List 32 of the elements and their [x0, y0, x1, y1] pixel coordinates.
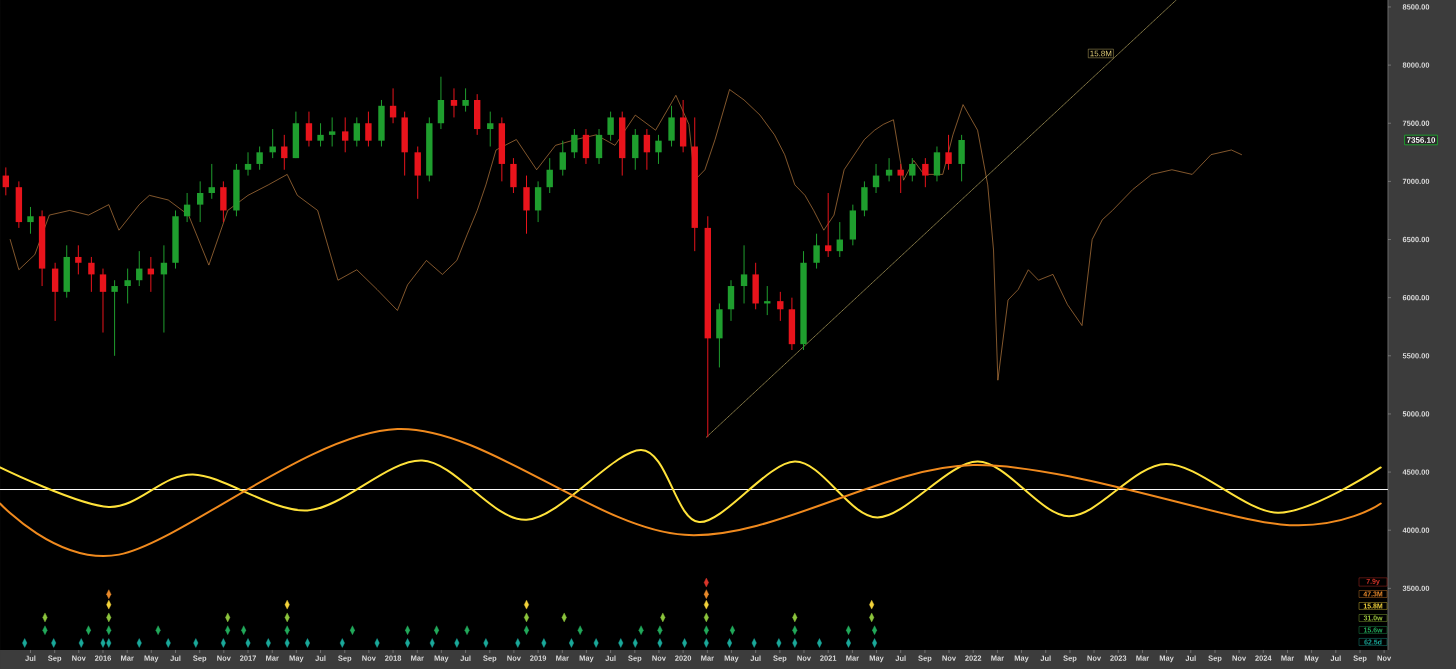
- candlestick: [220, 180, 227, 223]
- candlestick: [510, 157, 517, 194]
- candlestick: [813, 233, 820, 270]
- candlestick: [317, 122, 324, 147]
- candlestick: [607, 111, 614, 142]
- candlestick: [27, 206, 34, 235]
- candlestick: [752, 262, 759, 310]
- candlestick: [401, 111, 408, 177]
- candlestick: [958, 134, 965, 182]
- candlestick: [945, 134, 952, 171]
- candlestick: [75, 244, 82, 275]
- candlestick: [378, 99, 385, 147]
- candlestick: [365, 111, 372, 147]
- candlestick: [256, 145, 263, 171]
- candlestick: [523, 175, 530, 235]
- candlestick: [922, 157, 929, 188]
- candlestick: [269, 128, 276, 159]
- candlestick: [777, 291, 784, 322]
- candlestick: [571, 128, 578, 159]
- candlestick: [233, 163, 240, 217]
- candlestick: [716, 302, 723, 368]
- candlestick: [328, 116, 336, 147]
- candlestick: [124, 268, 131, 304]
- candlestick: [111, 279, 118, 357]
- candlestick: [172, 209, 179, 270]
- candlestick: [426, 116, 433, 182]
- candlestick: [668, 105, 675, 147]
- candlestick: [800, 250, 807, 351]
- candlestick: [462, 87, 469, 113]
- candlestick: [861, 180, 868, 217]
- line-series: [0, 448, 1382, 524]
- line-series: [0, 428, 1382, 557]
